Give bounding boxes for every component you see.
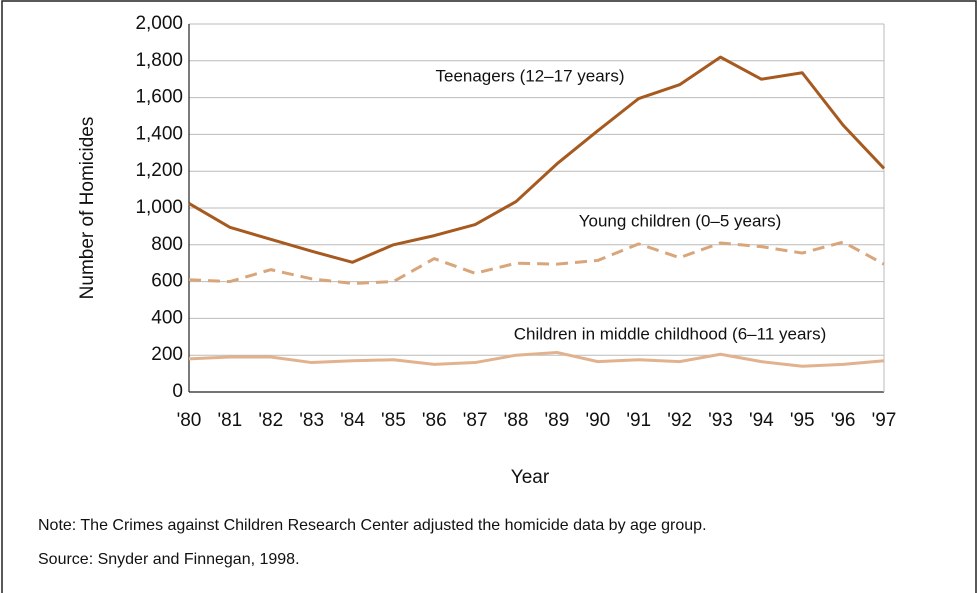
x-tick-label: '88 <box>504 410 529 431</box>
y-tick-label: 1,000 <box>135 197 183 218</box>
y-tick-label: 1,400 <box>135 123 183 144</box>
x-tick-label: '89 <box>545 410 570 431</box>
series-line <box>188 55 886 264</box>
x-tick-label: '97 <box>872 410 897 431</box>
x-tick-label: '86 <box>422 410 447 431</box>
x-tick-label: '84 <box>340 410 365 431</box>
x-tick-label: '93 <box>708 410 733 431</box>
y-tick-label: 400 <box>151 307 183 328</box>
x-tick-label: '94 <box>749 410 774 431</box>
series-line <box>188 350 885 368</box>
note: Note: The Crimes against Children Resear… <box>38 517 707 534</box>
x-tick-label: '81 <box>217 410 242 431</box>
x-tick-label: '83 <box>299 410 324 431</box>
x-tick-label: '92 <box>667 410 692 431</box>
y-tick-label: 800 <box>151 234 183 255</box>
source: Source: Snyder and Finnegan, 1998. <box>38 551 300 568</box>
y-tick-label: 2,000 <box>135 13 183 34</box>
x-axis-label: Year <box>511 467 550 488</box>
series-label: Young children (0–5 years) <box>579 211 782 230</box>
series-label: Teenagers (12–17 years) <box>435 66 624 85</box>
x-tick-label: '90 <box>585 410 610 431</box>
x-tick-label: '85 <box>381 410 406 431</box>
x-tick-label: '87 <box>463 410 488 431</box>
y-tick-label: 600 <box>151 271 183 292</box>
y-axis-label: Number of Homicides <box>77 117 98 300</box>
x-tick-label: '96 <box>831 410 856 431</box>
series-line <box>188 240 885 285</box>
x-tick-label: '91 <box>626 410 651 431</box>
y-tick-label: 0 <box>172 381 183 402</box>
y-tick-label: 200 <box>151 344 183 365</box>
y-tick-label: 1,200 <box>135 160 183 181</box>
x-tick-label: '80 <box>177 410 202 431</box>
x-tick-label: '95 <box>790 410 815 431</box>
series-label: Children in middle childhood (6–11 years… <box>514 324 826 343</box>
x-tick-label: '82 <box>258 410 283 431</box>
y-tick-label: 1,800 <box>135 50 183 71</box>
y-tick-label: 1,600 <box>135 87 183 108</box>
